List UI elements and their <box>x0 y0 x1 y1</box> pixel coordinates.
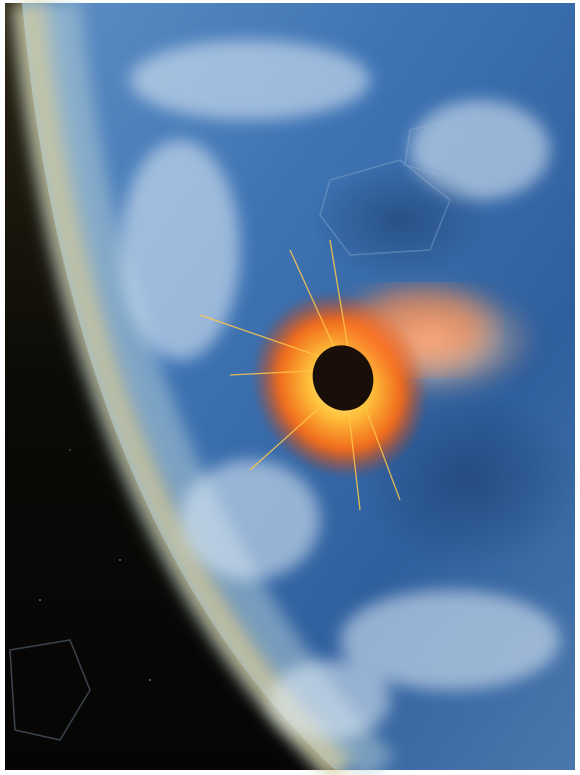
asteroid <box>312 345 374 411</box>
impact <box>199 239 540 511</box>
lens-flare <box>9 119 466 741</box>
stars <box>39 449 151 681</box>
